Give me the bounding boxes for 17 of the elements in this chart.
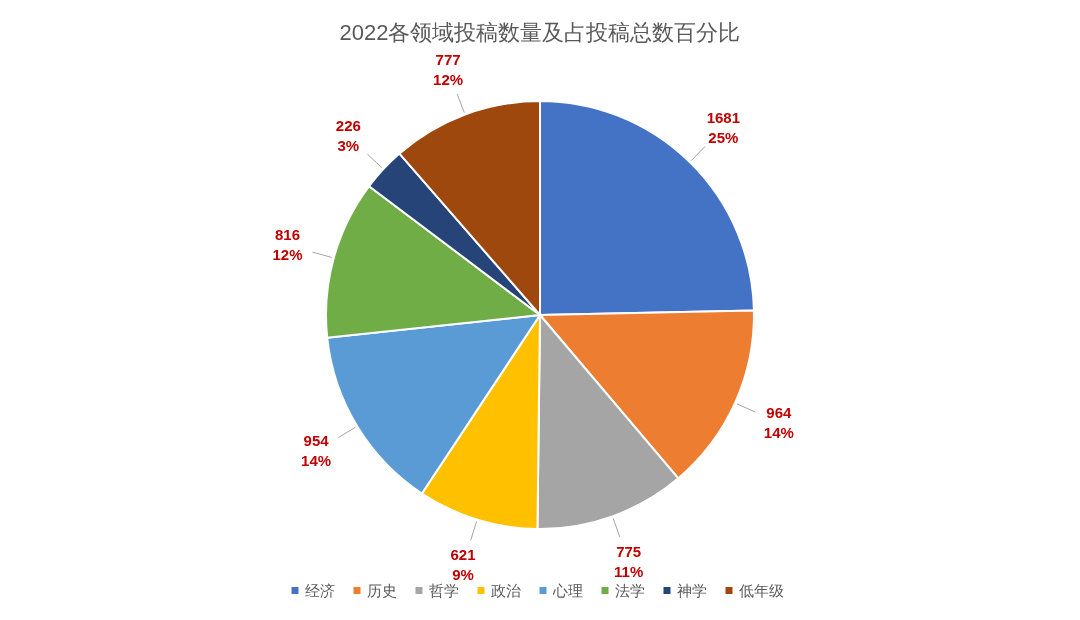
legend-label: 低年级 — [738, 582, 784, 599]
chart-title: 2022各领域投稿数量及占投稿总数百分比 — [339, 20, 741, 45]
legend-label: 历史 — [366, 582, 397, 599]
data-label: 775 11% — [614, 542, 644, 580]
legend-label: 神学 — [676, 582, 707, 599]
legend-label: 哲学 — [428, 582, 459, 599]
data-label: 964 14% — [763, 403, 794, 441]
data-label: 777 12% — [433, 50, 464, 88]
legend-label: 法学 — [614, 582, 645, 599]
legend-label: 经济 — [304, 582, 335, 599]
legend-label: 心理 — [551, 582, 583, 599]
data-label: 226 3% — [335, 117, 361, 155]
legend-label: 政治 — [490, 582, 521, 599]
data-label: 954 14% — [301, 432, 332, 470]
data-label: 621 9% — [450, 546, 476, 584]
data-label: 1681 25% — [706, 108, 741, 146]
data-label: 816 12% — [272, 226, 303, 264]
